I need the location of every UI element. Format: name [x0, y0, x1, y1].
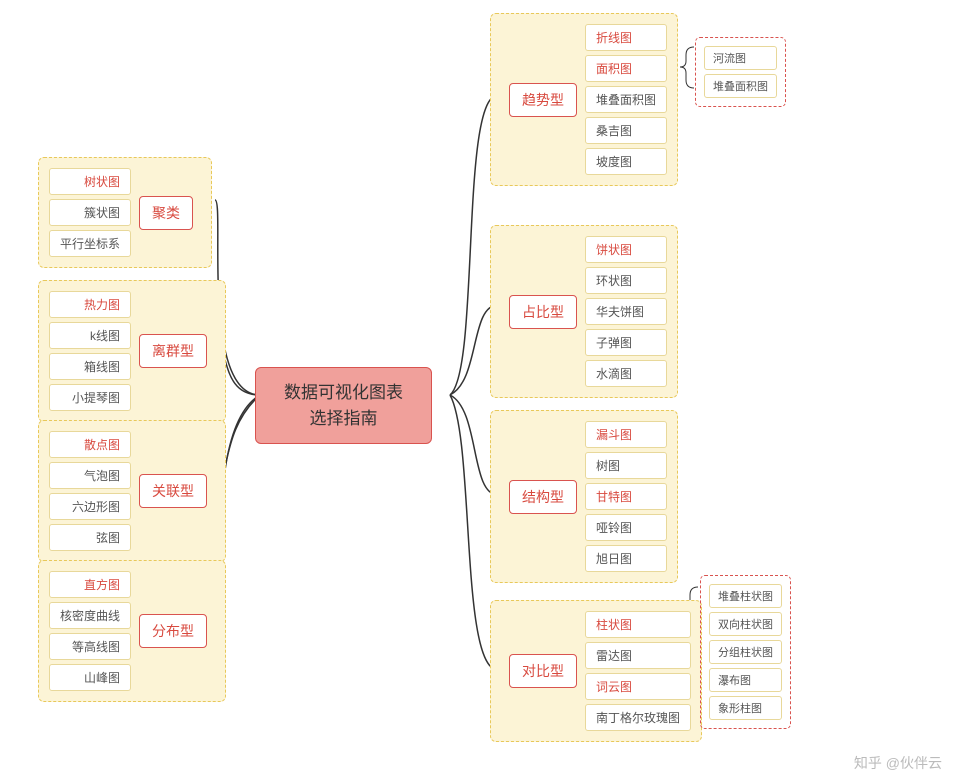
item-prop-0: 饼状图 [585, 236, 667, 263]
branch-dist: 分布型直方图核密度曲线等高线图山峰图 [38, 560, 226, 702]
item-outlier-0: 热力图 [49, 291, 131, 318]
item-compare-3: 南丁格尔玫瑰图 [585, 704, 691, 731]
category-compare: 对比型 [509, 654, 577, 688]
subitem-compare-4: 象形柱图 [709, 696, 782, 720]
category-dist: 分布型 [139, 614, 207, 648]
item-struct-2: 甘特图 [585, 483, 667, 510]
item-outlier-1: k线图 [49, 322, 131, 349]
watermark: 知乎 @伙伴云 [854, 753, 942, 773]
item-cluster-0: 树状图 [49, 168, 131, 195]
subgroup-trend: 河流图堆叠面积图 [695, 37, 786, 107]
mindmap-canvas: 数据可视化图表选择指南 聚类树状图簇状图平行坐标系离群型热力图 k线图箱线图小提琴… [0, 0, 954, 781]
item-cluster-1: 簇状图 [49, 199, 131, 226]
category-cluster: 聚类 [139, 196, 193, 230]
item-dist-0: 直方图 [49, 571, 131, 598]
item-outlier-3: 小提琴图 [49, 384, 131, 411]
branch-trend: 趋势型 折线图面积图堆叠面积图桑吉图坡度图 [490, 13, 678, 186]
item-relation-3: 弦图 [49, 524, 131, 551]
item-prop-2: 华夫饼图 [585, 298, 667, 325]
category-trend: 趋势型 [509, 83, 577, 117]
item-cluster-2: 平行坐标系 [49, 230, 131, 257]
branch-cluster: 聚类树状图簇状图平行坐标系 [38, 157, 212, 268]
item-trend-4: 坡度图 [585, 148, 667, 175]
category-outlier: 离群型 [139, 334, 207, 368]
subitem-trend-1: 堆叠面积图 [704, 74, 777, 98]
item-outlier-2: 箱线图 [49, 353, 131, 380]
item-trend-1: 面积图 [585, 55, 667, 82]
item-relation-2: 六边形图 [49, 493, 131, 520]
subitem-compare-2: 分组柱状图 [709, 640, 782, 664]
item-dist-3: 山峰图 [49, 664, 131, 691]
item-trend-3: 桑吉图 [585, 117, 667, 144]
category-prop: 占比型 [509, 295, 577, 329]
category-relation: 关联型 [139, 474, 207, 508]
item-struct-3: 哑铃图 [585, 514, 667, 541]
subitem-trend-0: 河流图 [704, 46, 777, 70]
branch-prop: 占比型 饼状图环状图华夫饼图子弹图水滴图 [490, 225, 678, 398]
item-compare-2: 词云图 [585, 673, 691, 700]
item-relation-1: 气泡图 [49, 462, 131, 489]
item-prop-1: 环状图 [585, 267, 667, 294]
branch-compare: 对比型柱状图雷达图词云图南丁格尔玫瑰图 [490, 600, 702, 742]
item-compare-1: 雷达图 [585, 642, 691, 669]
subgroup-compare: 堆叠柱状图双向柱状图分组柱状图瀑布图象形柱图 [700, 575, 791, 729]
item-struct-1: 树图 [585, 452, 667, 479]
branch-outlier: 离群型热力图 k线图箱线图小提琴图 [38, 280, 226, 422]
subitem-compare-0: 堆叠柱状图 [709, 584, 782, 608]
item-trend-0: 折线图 [585, 24, 667, 51]
branch-relation: 关联型散点图气泡图六边形图弦图 [38, 420, 226, 562]
item-dist-1: 核密度曲线 [49, 602, 131, 629]
item-prop-4: 水滴图 [585, 360, 667, 387]
item-struct-4: 旭日图 [585, 545, 667, 572]
item-prop-3: 子弹图 [585, 329, 667, 356]
item-struct-0: 漏斗图 [585, 421, 667, 448]
category-struct: 结构型 [509, 480, 577, 514]
subitem-compare-1: 双向柱状图 [709, 612, 782, 636]
subitem-compare-3: 瀑布图 [709, 668, 782, 692]
center-node: 数据可视化图表选择指南 [255, 367, 432, 444]
item-dist-2: 等高线图 [49, 633, 131, 660]
branch-struct: 结构型 漏斗图树图甘特图哑铃图旭日图 [490, 410, 678, 583]
item-trend-2: 堆叠面积图 [585, 86, 667, 113]
item-compare-0: 柱状图 [585, 611, 691, 638]
item-relation-0: 散点图 [49, 431, 131, 458]
